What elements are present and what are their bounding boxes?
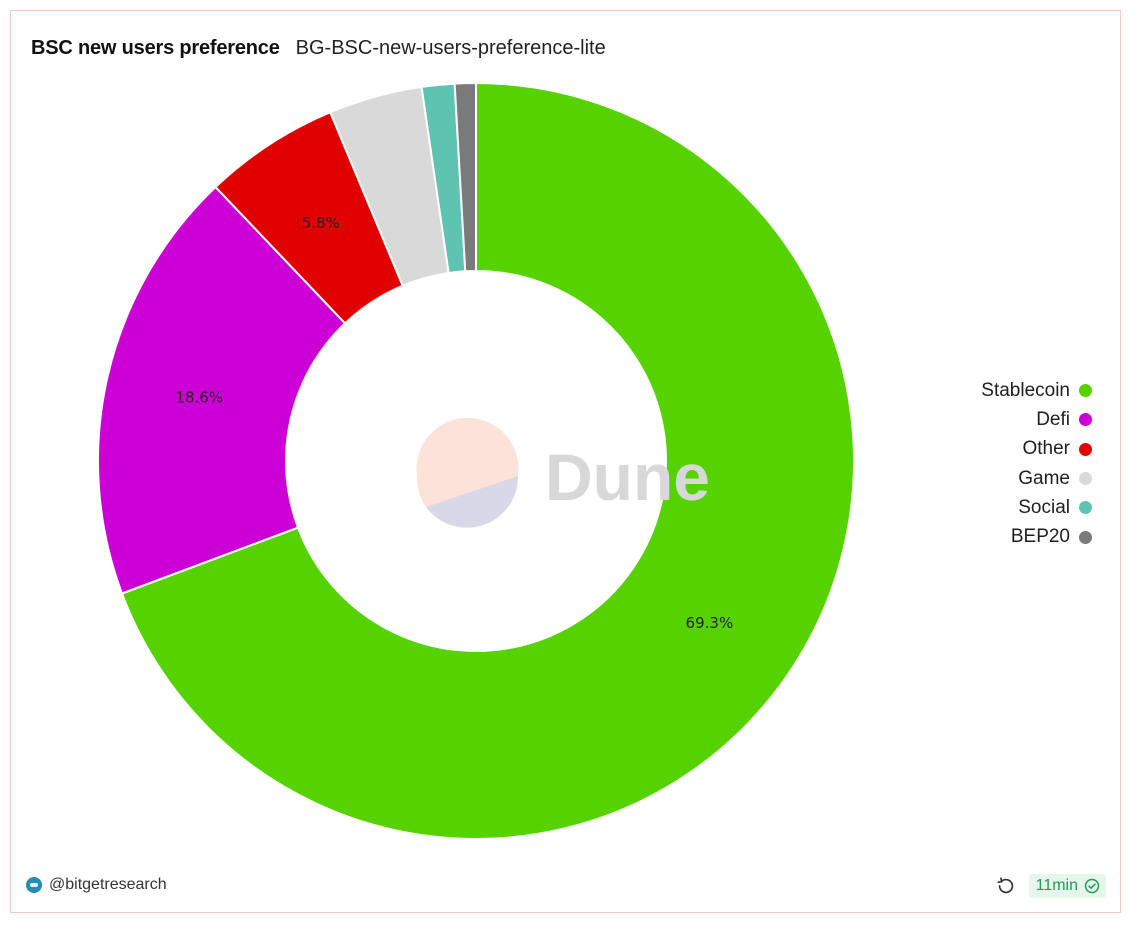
slice-stablecoin[interactable] <box>120 81 855 840</box>
legend-item-defi[interactable]: Defi <box>892 405 1092 434</box>
data-label-other: 5.8% <box>302 214 340 232</box>
legend-item-game[interactable]: Game <box>892 464 1092 493</box>
legend-swatch <box>1079 530 1092 544</box>
query-name[interactable]: BG-BSC-new-users-preference-lite <box>295 36 606 59</box>
freshness-age: 11min <box>1035 877 1078 894</box>
author-attribution[interactable]: @bitgetresearch <box>26 876 167 894</box>
author-handle[interactable]: @bitgetresearch <box>49 876 167 893</box>
legend-item-stablecoin[interactable]: Stablecoin <box>892 376 1092 405</box>
refresh-icon[interactable] <box>995 875 1017 897</box>
chart-legend: Stablecoin Defi Other Game Social BEP20 <box>892 376 1092 552</box>
legend-swatch <box>1079 501 1092 515</box>
refresh-status: 11min <box>995 874 1106 898</box>
legend-label: Social <box>1018 496 1070 518</box>
slice-defi[interactable] <box>97 185 347 595</box>
watermark-logo-bottom <box>426 476 519 528</box>
legend-swatch <box>1079 384 1092 398</box>
chart-header: BSC new users preference BG-BSC-new-user… <box>31 35 606 61</box>
freshness-badge[interactable]: 11min <box>1028 874 1106 898</box>
watermark-logo-top <box>416 417 519 507</box>
watermark-text: Dune <box>545 440 710 514</box>
legend-label: Game <box>1018 467 1070 489</box>
data-labels: 69.3% 18.6% 5.8% <box>175 214 733 632</box>
check-circle-icon <box>1084 878 1100 894</box>
legend-label: Stablecoin <box>981 379 1070 401</box>
legend-item-social[interactable]: Social <box>892 493 1092 522</box>
data-label-stablecoin: 69.3% <box>686 614 734 632</box>
chart-title[interactable]: BSC new users preference <box>31 36 280 59</box>
legend-swatch <box>1079 413 1092 427</box>
dune-watermark: Dune <box>416 417 710 528</box>
legend-swatch <box>1079 472 1092 486</box>
legend-label: Other <box>1022 438 1070 460</box>
legend-label: BEP20 <box>1010 526 1070 548</box>
legend-item-other[interactable]: Other <box>892 435 1092 464</box>
slice-bep20[interactable] <box>453 81 477 273</box>
donut-slices <box>97 81 855 840</box>
author-avatar <box>26 877 42 893</box>
legend-label: Defi <box>1036 408 1070 430</box>
data-label-defi: 18.6% <box>175 388 223 406</box>
legend-item-bep20[interactable]: BEP20 <box>892 522 1092 551</box>
legend-swatch <box>1079 442 1092 456</box>
